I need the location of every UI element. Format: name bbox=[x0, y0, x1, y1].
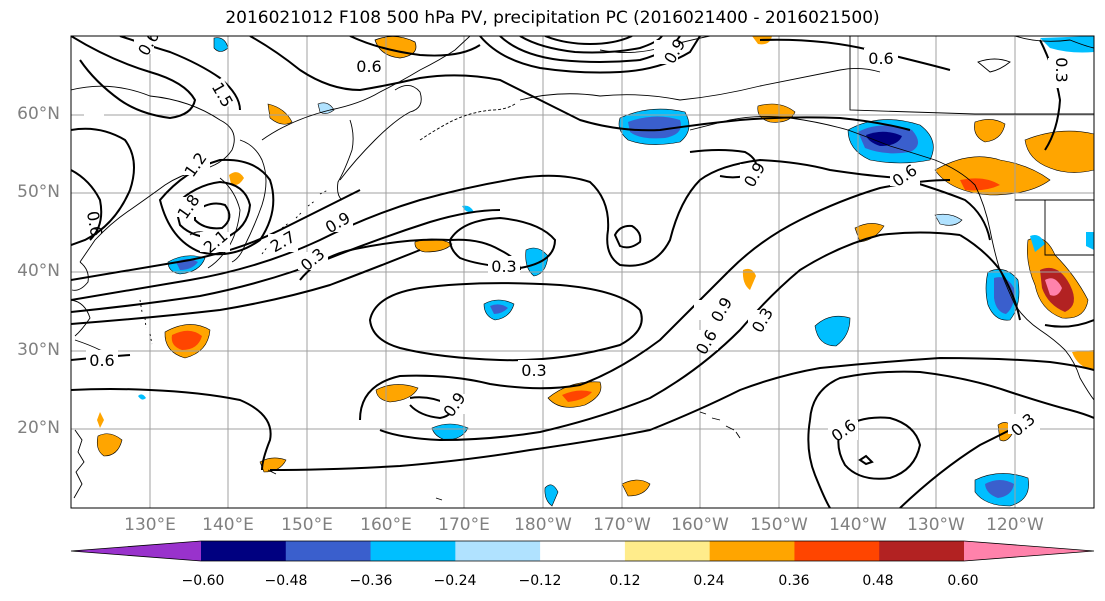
colorbar-extend-high bbox=[964, 541, 1094, 561]
colorbar-segment bbox=[540, 541, 626, 561]
contour-label: 0.3 bbox=[521, 361, 546, 380]
precip-shading bbox=[96, 36, 1094, 507]
lat-label: 60°N bbox=[17, 104, 60, 124]
colorbar-segment bbox=[370, 541, 456, 561]
lon-label: 160°E bbox=[360, 515, 412, 535]
colorbar-tick-label: 0.36 bbox=[778, 573, 810, 589]
colorbar-segment bbox=[624, 541, 711, 561]
colorbar-tick-label: 0.12 bbox=[609, 573, 641, 589]
lon-label: 130°W bbox=[907, 515, 965, 535]
colorbar-tick-label: 0.24 bbox=[693, 573, 725, 589]
contour-label: 0.3 bbox=[491, 257, 516, 276]
contour-label: 0.6 bbox=[134, 27, 163, 59]
contour-label: 0.9 bbox=[322, 208, 354, 237]
contour-label: 0.6 bbox=[83, 210, 106, 238]
contour-label: 0.6 bbox=[356, 57, 381, 76]
lon-label: 160°W bbox=[671, 515, 729, 535]
colorbar-tick-label: −0.60 bbox=[181, 573, 225, 589]
lon-label: 140°W bbox=[829, 515, 887, 535]
lat-label: 20°N bbox=[17, 418, 60, 438]
lon-label: 120°W bbox=[986, 515, 1044, 535]
graticule bbox=[71, 36, 1094, 508]
lon-label: 180°W bbox=[514, 515, 572, 535]
lat-label: 50°N bbox=[17, 182, 60, 202]
lon-label: 170°E bbox=[438, 515, 490, 535]
colorbar-segment bbox=[879, 541, 965, 561]
colorbar-segment bbox=[201, 541, 287, 561]
colorbar-tick-label: −0.24 bbox=[433, 573, 477, 589]
colorbar-outline bbox=[70, 540, 1095, 562]
contour-label: 0.9 bbox=[740, 159, 769, 191]
contour-label: 0.9 bbox=[707, 294, 736, 326]
contour-label: 0.9 bbox=[440, 389, 470, 421]
lon-label: 150°W bbox=[750, 515, 808, 535]
contour-label: 0.3 bbox=[748, 304, 777, 336]
lat-label: 40°N bbox=[17, 261, 60, 281]
colorbar bbox=[70, 540, 1095, 562]
colorbar-tick-label: −0.36 bbox=[349, 573, 393, 589]
colorbar-segment bbox=[455, 541, 541, 561]
colorbar-tick-label: −0.12 bbox=[518, 573, 562, 589]
lon-label: 140°E bbox=[202, 515, 254, 535]
contour-label: 0.6 bbox=[89, 351, 114, 370]
colorbar-segment bbox=[285, 541, 372, 561]
contour-label: 0.3 bbox=[1052, 57, 1071, 82]
lon-label: 170°W bbox=[593, 515, 651, 535]
map-frame bbox=[70, 35, 1095, 509]
lat-label: 30°N bbox=[17, 340, 60, 360]
lon-label: 130°E bbox=[124, 515, 176, 535]
map-title: 2016021012 F108 500 hPa PV, precipitatio… bbox=[225, 8, 880, 28]
contour-labels: 0.6 1.5 1.2 1.8 2.1 2.7 0.3 0.9 0.3 0.9 … bbox=[83, 27, 1071, 446]
colorbar-tick-label: 0.60 bbox=[947, 573, 979, 589]
colorbar-segment bbox=[794, 541, 880, 561]
colorbar-segment bbox=[709, 541, 795, 561]
colorbar-extend-low bbox=[71, 541, 201, 561]
contour-label: 0.6 bbox=[868, 49, 893, 68]
colorbar-tick-label: −0.48 bbox=[264, 573, 308, 589]
lon-label: 150°E bbox=[281, 515, 333, 535]
colorbar-tick-label: 0.48 bbox=[862, 573, 894, 589]
